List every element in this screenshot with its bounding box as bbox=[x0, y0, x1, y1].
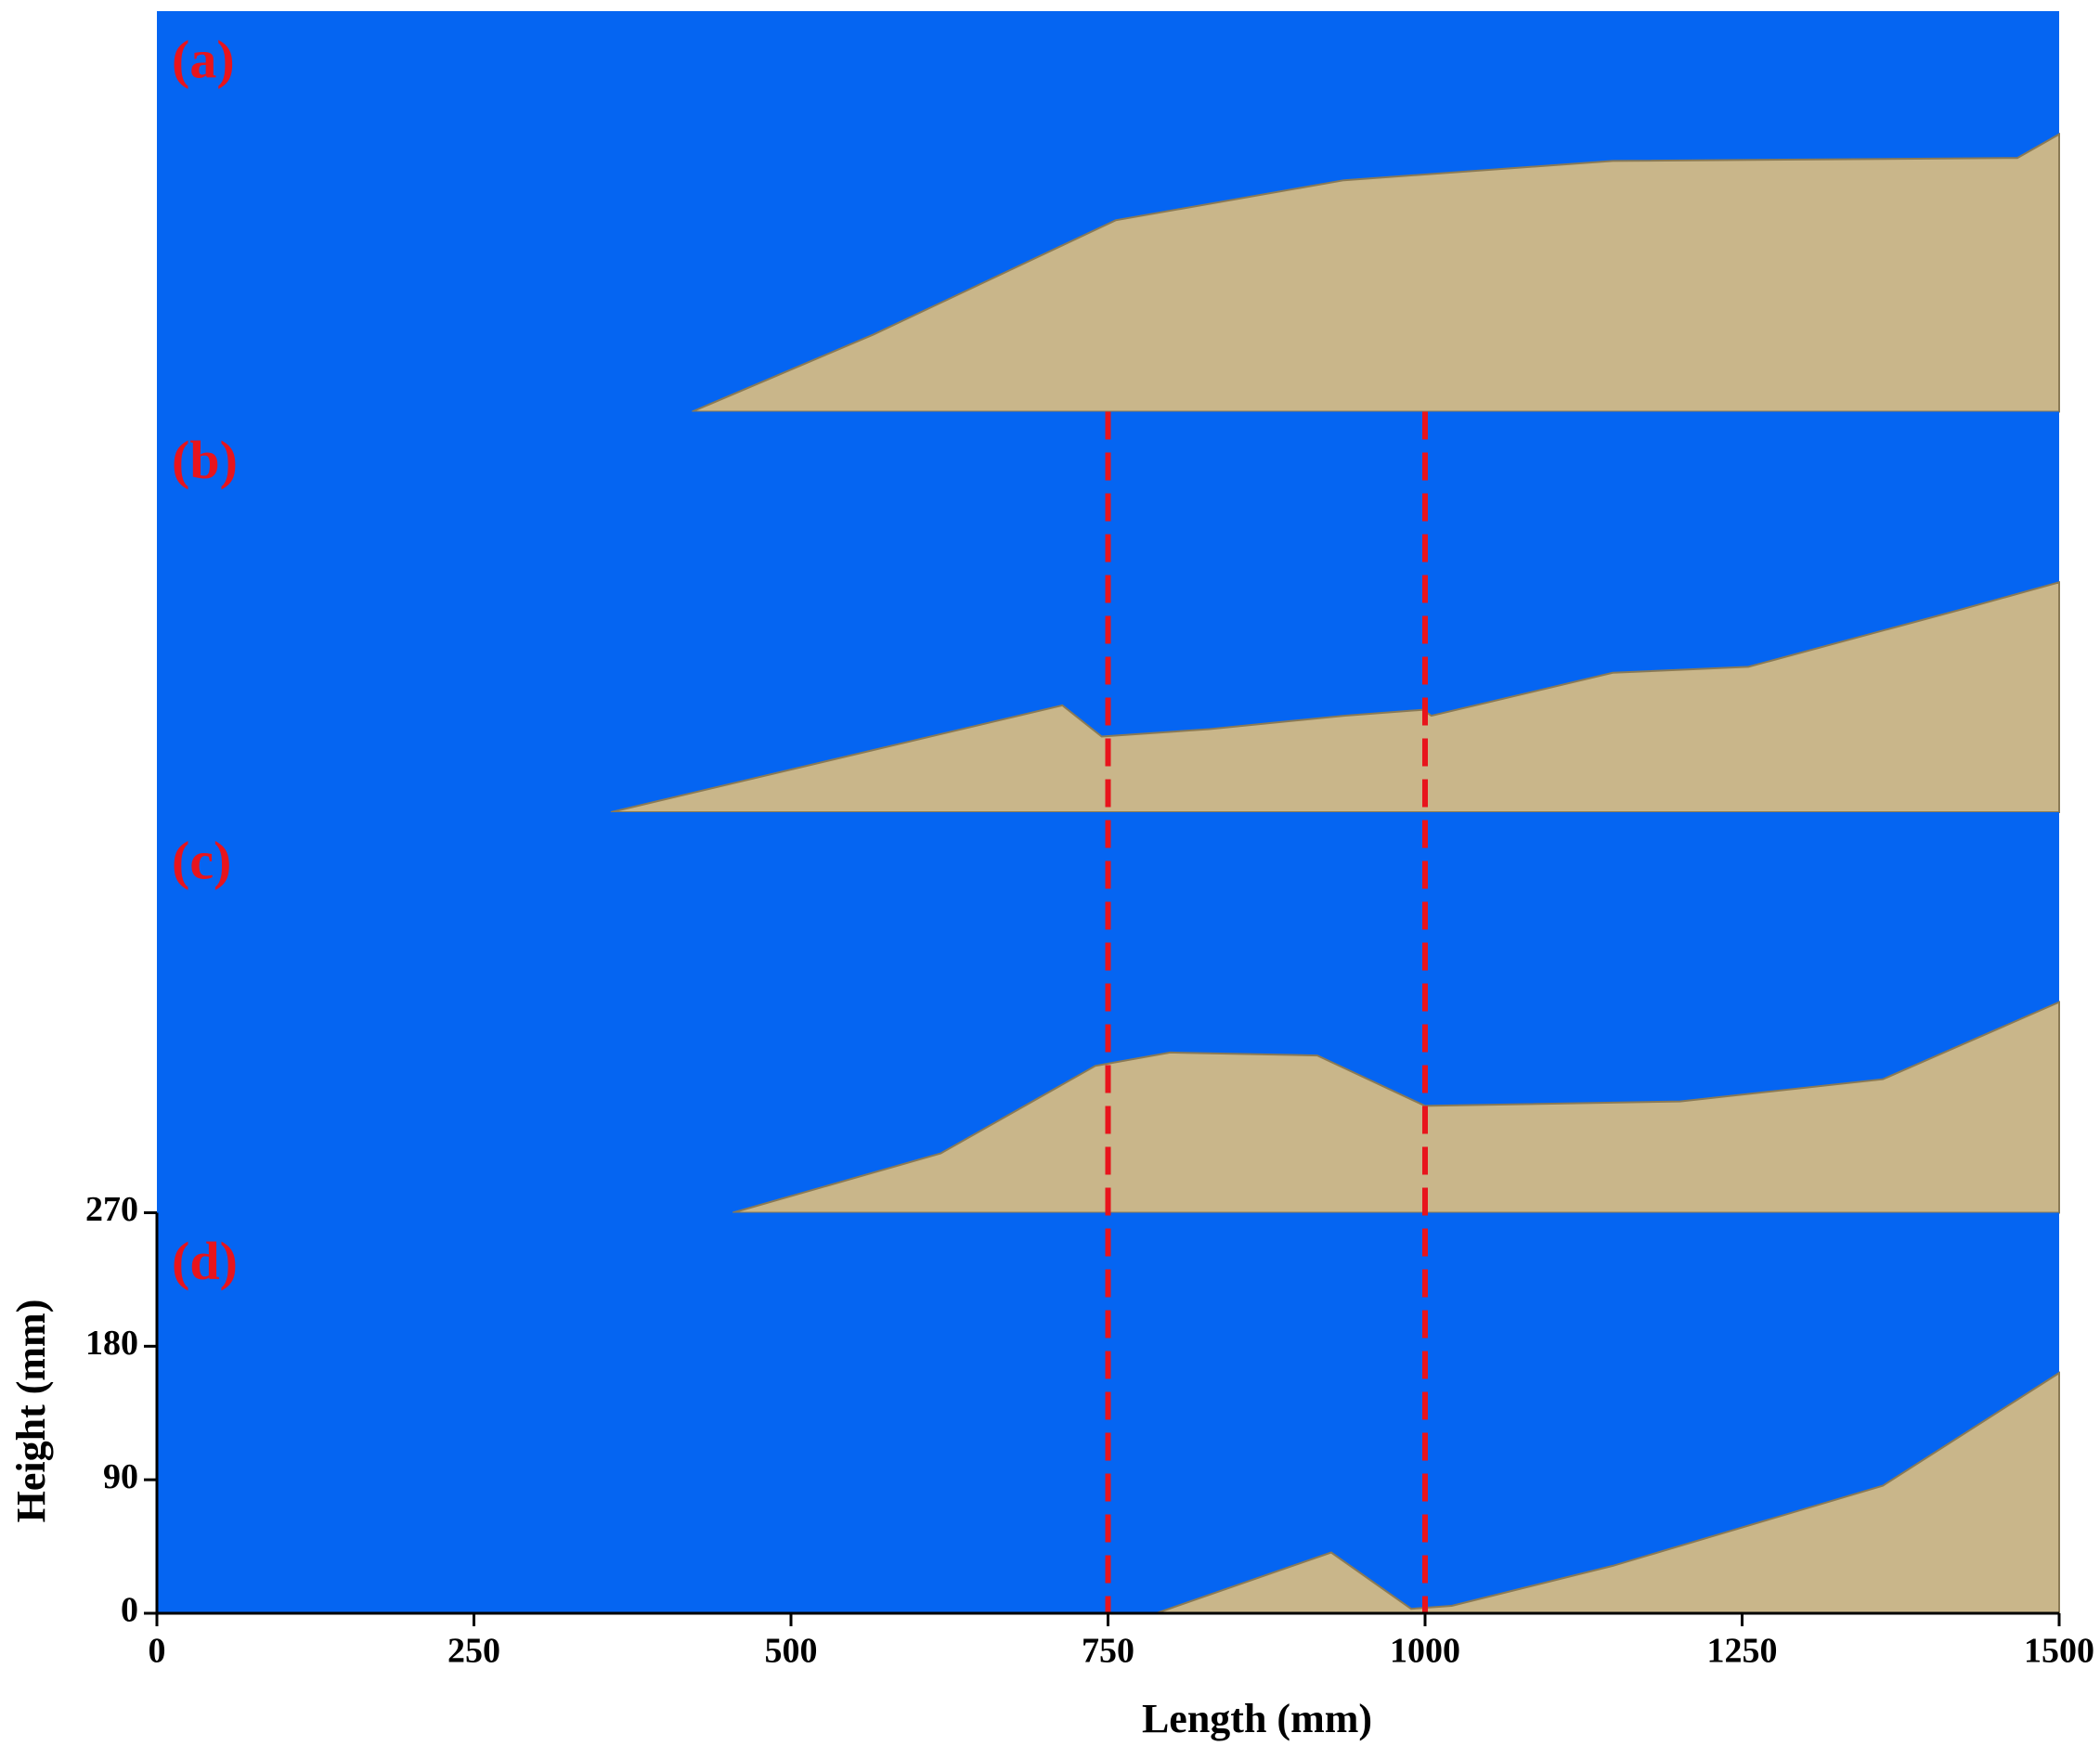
panel-label: (d) bbox=[172, 1231, 238, 1291]
x-tick-label: 1250 bbox=[1707, 1632, 1778, 1671]
y-tick-label: 0 bbox=[121, 1591, 138, 1630]
y-axis-title: Height (mm) bbox=[8, 1300, 54, 1523]
x-tick-label: 0 bbox=[149, 1632, 166, 1671]
y-tick-label: 90 bbox=[103, 1457, 138, 1496]
x-tick-label: 1000 bbox=[1390, 1632, 1460, 1671]
sand-profile bbox=[1156, 1371, 2060, 1614]
panel-label: (b) bbox=[172, 430, 238, 490]
x-tick-label: 500 bbox=[765, 1632, 818, 1671]
x-tick-label: 750 bbox=[1082, 1632, 1134, 1671]
sand-profile bbox=[692, 132, 2060, 413]
x-tick-label: 250 bbox=[447, 1632, 500, 1671]
panel-label: (a) bbox=[172, 29, 235, 89]
y-tick-label: 180 bbox=[85, 1324, 138, 1363]
y-tick-label: 270 bbox=[85, 1190, 138, 1229]
panel-label: (c) bbox=[172, 830, 231, 890]
sand-profile bbox=[732, 1001, 2060, 1214]
x-tick-label: 1500 bbox=[2024, 1632, 2094, 1671]
sand-profile bbox=[610, 580, 2060, 813]
x-axis-title: Length (mm) bbox=[1142, 1696, 1372, 1741]
